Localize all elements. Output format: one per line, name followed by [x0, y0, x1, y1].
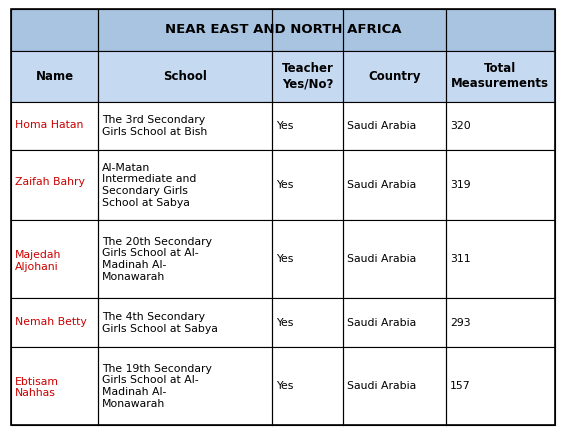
Text: Saudi Arabia: Saudi Arabia [347, 381, 416, 391]
Text: Majedah
Aljohani: Majedah Aljohani [15, 250, 62, 272]
Text: Yes: Yes [276, 254, 294, 264]
Text: 311: 311 [450, 254, 471, 264]
Text: The 4th Secondary
Girls School at Sabya: The 4th Secondary Girls School at Sabya [102, 312, 218, 334]
Text: The 3rd Secondary
Girls School at Bish: The 3rd Secondary Girls School at Bish [102, 115, 208, 137]
Text: Zaifah Bahry: Zaifah Bahry [0, 433, 1, 434]
Bar [11, 299, 555, 347]
Bar [11, 150, 555, 220]
Text: Saudi Arabia: Saudi Arabia [347, 121, 416, 131]
Text: Saudi Arabia: Saudi Arabia [347, 180, 416, 190]
Text: Yes: Yes [276, 121, 294, 131]
Text: Zaifah Bahry: Zaifah Bahry [15, 177, 85, 187]
Text: Name: Name [36, 70, 74, 83]
Text: 320: 320 [450, 121, 471, 131]
Text: Yes: Yes [276, 318, 294, 328]
Text: Nemah Betty: Nemah Betty [0, 433, 1, 434]
Text: NEAR EAST AND NORTH AFRICA: NEAR EAST AND NORTH AFRICA [165, 23, 401, 36]
Text: 319: 319 [450, 180, 471, 190]
Text: Ebtisam
Nahhas: Ebtisam Nahhas [15, 377, 59, 398]
Bar [11, 102, 555, 150]
Bar [11, 220, 555, 299]
Text: Total
Measurements: Total Measurements [451, 62, 550, 90]
Text: The 20th Secondary
Girls School at Al-
Madinah Al-
Monawarah: The 20th Secondary Girls School at Al- M… [102, 237, 212, 282]
Bar [11, 347, 555, 425]
Text: The 19th Secondary
Girls School at Al-
Madinah Al-
Monawarah: The 19th Secondary Girls School at Al- M… [102, 364, 212, 408]
Text: Teacher
Yes/No?: Teacher Yes/No? [281, 62, 333, 90]
Text: Saudi Arabia: Saudi Arabia [347, 318, 416, 328]
Text: Homa Hatan: Homa Hatan [15, 120, 84, 130]
Text: Al-Matan
Intermediate and
Secondary Girls
School at Sabya: Al-Matan Intermediate and Secondary Girl… [102, 163, 196, 208]
Text: Yes: Yes [276, 180, 294, 190]
Text: 157: 157 [450, 381, 471, 391]
Text: Ebtisam: Ebtisam [0, 433, 1, 434]
Bar [11, 51, 555, 102]
Bar [11, 9, 555, 51]
Text: Nemah Betty: Nemah Betty [15, 317, 87, 327]
Text: School: School [163, 70, 207, 83]
Text: Saudi Arabia: Saudi Arabia [347, 254, 416, 264]
Text: Yes: Yes [276, 381, 294, 391]
Text: Country: Country [368, 70, 421, 83]
Text: Majedah: Majedah [0, 433, 1, 434]
Text: Homa Hatan: Homa Hatan [0, 433, 1, 434]
Text: Aljohani: Aljohani [0, 433, 1, 434]
Text: 293: 293 [450, 318, 471, 328]
Text: Nahhas: Nahhas [0, 433, 1, 434]
